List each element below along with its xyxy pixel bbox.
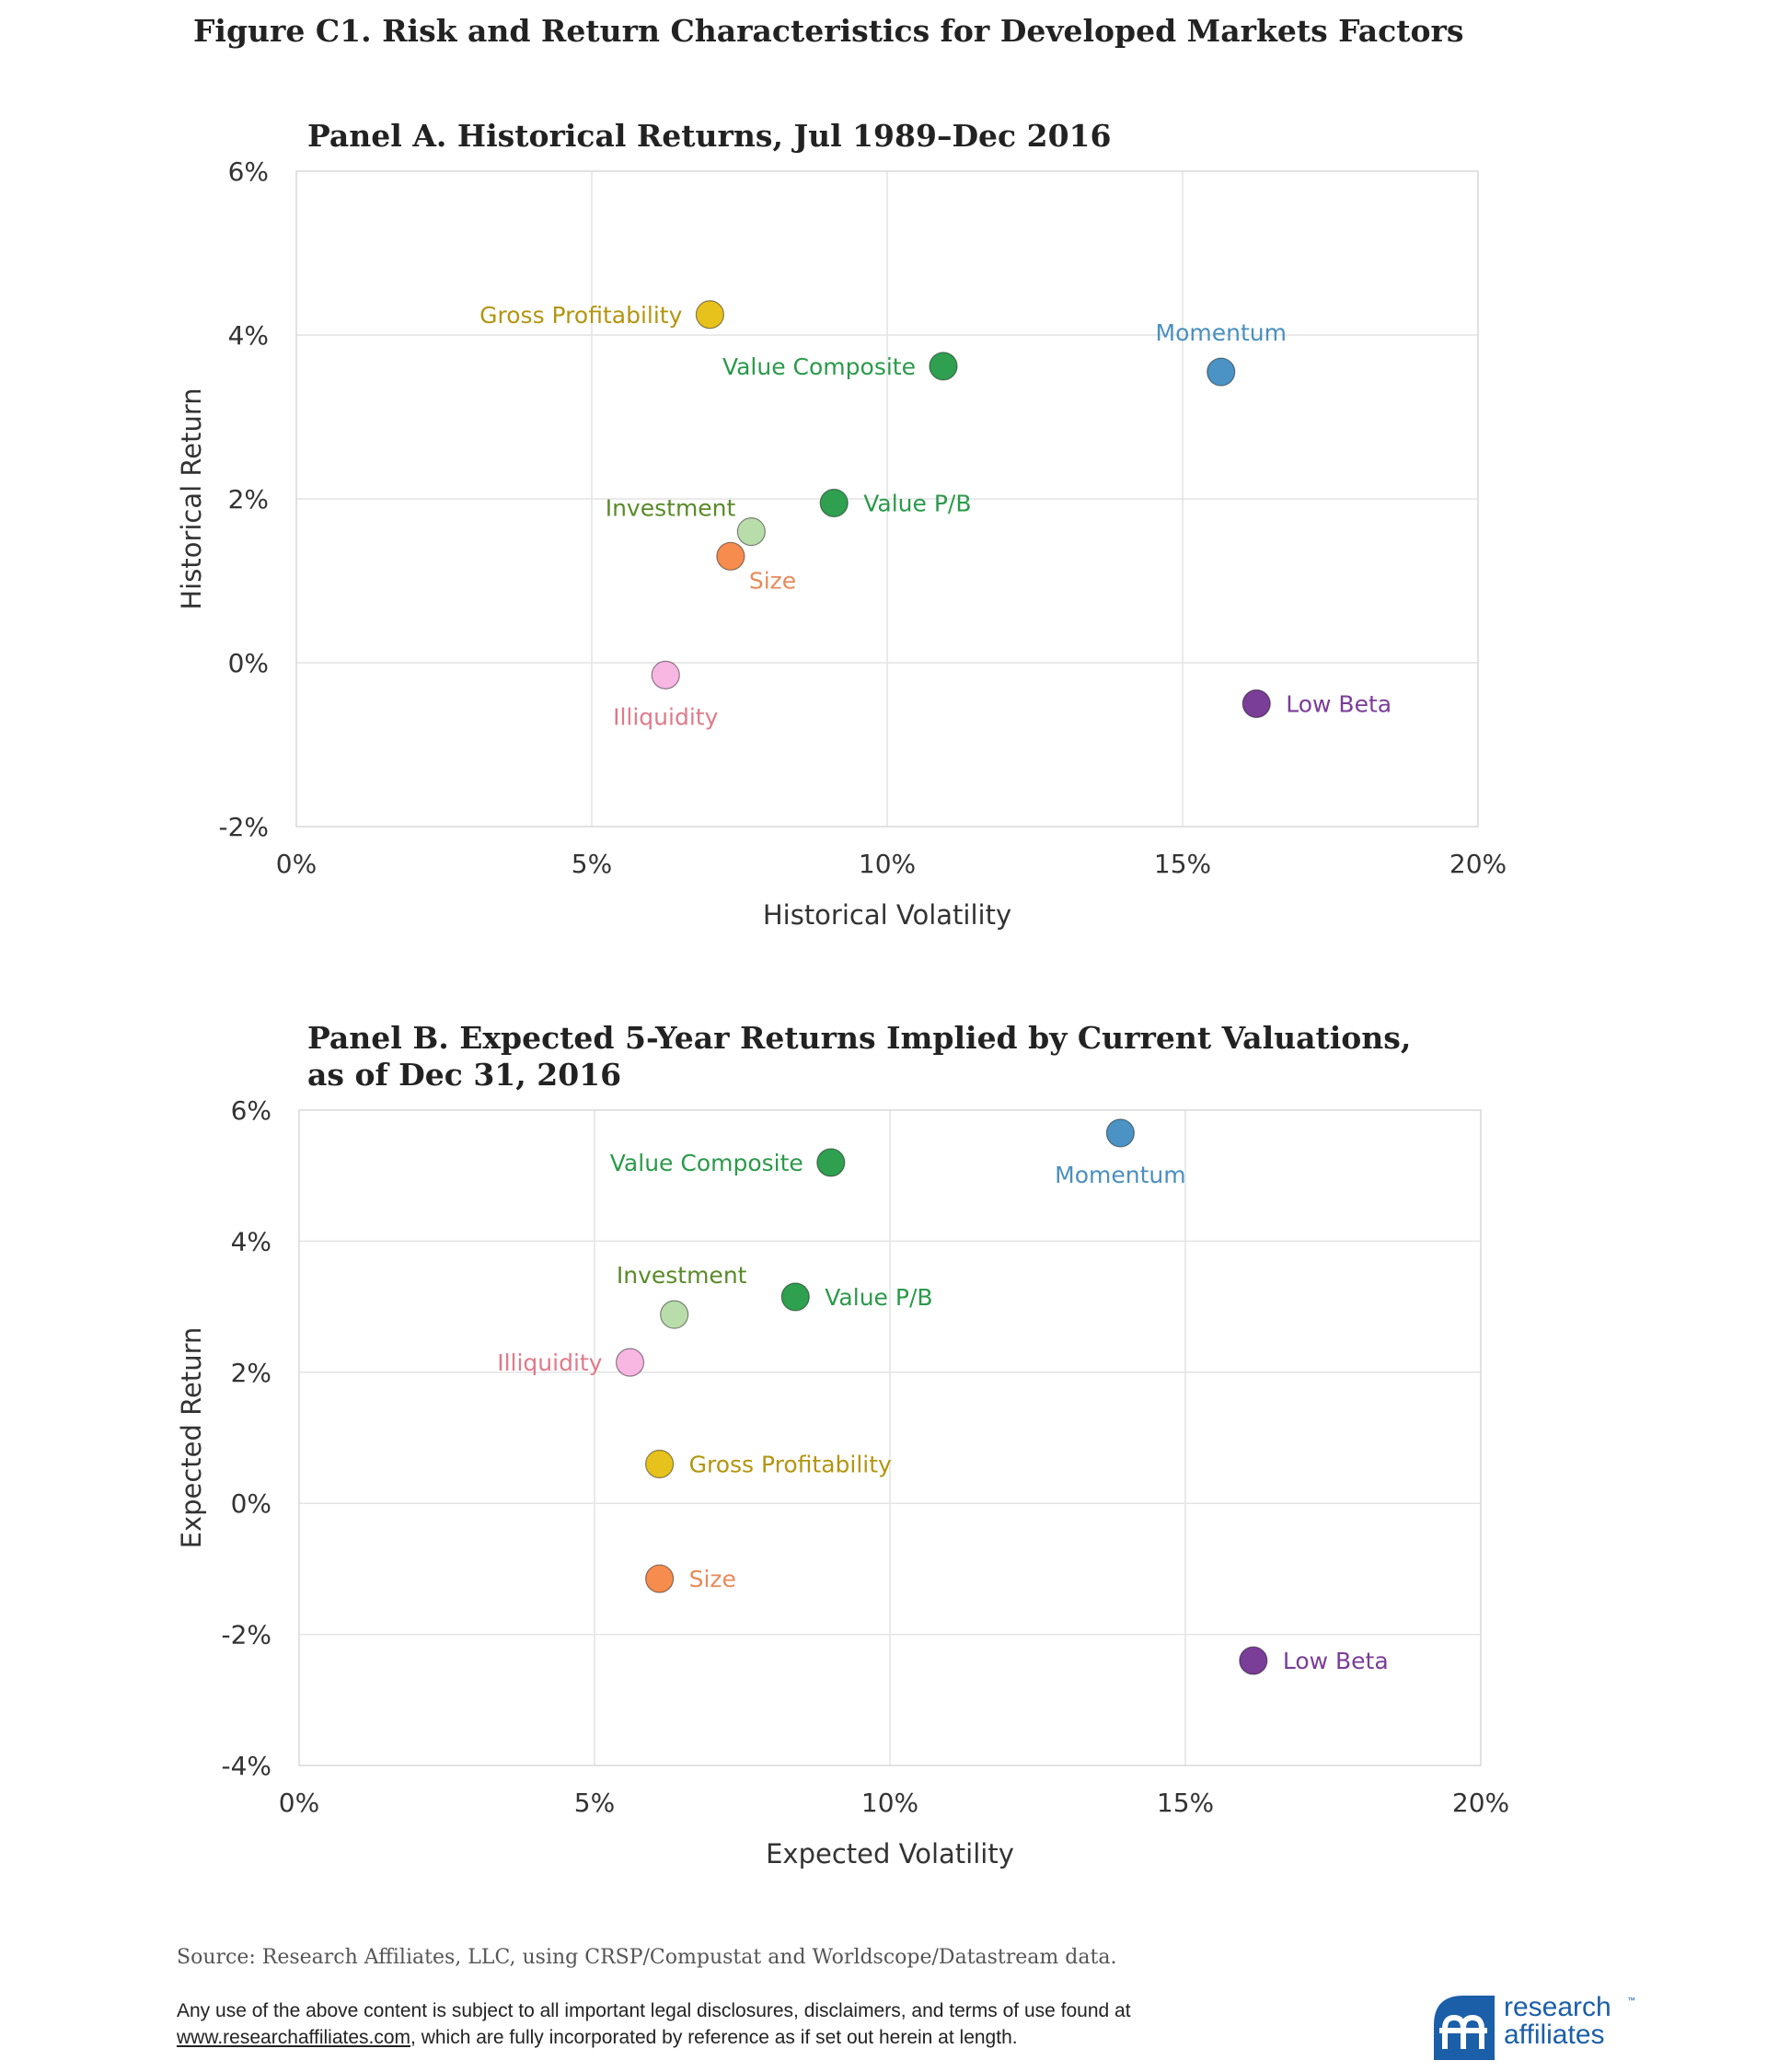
disclaimer: Any use of the above content is subject … (177, 1997, 1281, 2051)
panel-a-point-low-beta (1242, 689, 1271, 719)
panel-b-title-line-1: Panel B. Expected 5-Year Returns Implied… (307, 1020, 1412, 1056)
panel-b-ytick-label: -4% (221, 1751, 271, 1781)
panel-a-xtick-label: 15% (1154, 849, 1211, 879)
panel-b-y-axis-label: Expected Return (176, 1327, 207, 1549)
panel-b-ytick-label: -2% (221, 1620, 271, 1650)
panel-b-ytick-label: 4% (231, 1226, 271, 1256)
panel-a-xtick-label: 20% (1449, 849, 1507, 879)
panel-a-point-momentum (1207, 357, 1236, 387)
panel-a-ytick-label: -2% (218, 812, 269, 842)
panel-a-point-label-size: Size (749, 567, 796, 594)
panel-b-xtick-label: 20% (1452, 1788, 1509, 1818)
panel-b-xtick-label: 15% (1157, 1788, 1214, 1818)
panel-b-point-investment (660, 1300, 689, 1329)
panel-a-point-label-illiquidity: Illiquidity (613, 703, 718, 730)
panel-a-point-investment (736, 517, 766, 547)
panel-a-ytick-label: 4% (228, 320, 269, 351)
panel-a-xtick-label: 10% (859, 849, 916, 879)
panel-b-chart: 0% 5% 10% 15% 20% -4% -2% 0% 2% 4% 6% Expected Vola… (176, 1095, 1509, 1869)
panel-b-point-label-value-p-b: Value P/B (825, 1284, 932, 1311)
panel-a-title-line-1: Panel A. Historical Returns, Jul 1989–De… (307, 118, 1112, 154)
panel-b-point-gross-profitability (645, 1449, 675, 1479)
panel-a-title: Panel A. Historical Returns, Jul 1989–De… (307, 118, 1112, 155)
panel-b-point-size (645, 1564, 675, 1593)
disclaimer-line2: , which are fully incorporated by refere… (410, 2027, 1018, 2048)
panel-a-ytick-label: 6% (228, 156, 269, 187)
panel-a-point-label-investment: Investment (606, 495, 736, 522)
panel-b-x-axis-label: Expected Volatility (766, 1838, 1014, 1869)
panel-b-point-momentum (1105, 1118, 1135, 1148)
logo-line1: research (1504, 1992, 1611, 2022)
panel-a-plot-frame (295, 170, 1479, 828)
panel-b-plot-frame (298, 1109, 1482, 1766)
panel-b-ytick-label: 6% (231, 1095, 271, 1126)
logo-trademark: ™ (1627, 1996, 1635, 2005)
panel-a-xtick-label: 0% (276, 849, 317, 879)
panel-b-point-label-illiquidity: Illiquidity (497, 1349, 602, 1376)
panel-a-x-axis-label: Historical Volatility (763, 899, 1011, 931)
panel-a-point-gross-profitability (695, 300, 725, 330)
panel-a-point-label-value-p-b: Value P/B (863, 490, 971, 516)
panel-b-point-label-low-beta: Low Beta (1283, 1648, 1389, 1674)
panel-b-ytick-label: 2% (231, 1358, 271, 1388)
panel-a-chart: 0% 5% 10% 15% 20%-2%0%2%4%6%Historical Volat… (176, 156, 1507, 931)
panel-b-point-label-value-composite: Value Composite (610, 1150, 803, 1176)
panel-a-point-value-p-b (819, 488, 849, 518)
panel-b-point-label-gross-profitability: Gross Profitability (689, 1451, 892, 1477)
panel-b-point-illiquidity (615, 1348, 645, 1377)
panel-b-xtick-label: 10% (861, 1788, 918, 1818)
source-note: Source: Research Affiliates, LLC, using … (177, 1946, 1117, 1969)
panel-a-point-label-momentum: Momentum (1156, 319, 1287, 346)
logo-mark-icon (1434, 1996, 1495, 2060)
panel-b-xtick-label: 0% (279, 1788, 319, 1818)
research-affiliates-logo: research affiliates ™ (1432, 1994, 1635, 2060)
panel-b-point-value-composite (816, 1148, 846, 1177)
panel-a-point-label-gross-profitability: Gross Profitability (479, 302, 682, 329)
disclaimer-line1: Any use of the above content is subject … (177, 2000, 1131, 2021)
panel-a-point-size (716, 541, 745, 571)
panel-b-point-low-beta (1239, 1646, 1268, 1675)
panel-b-title: Panel B. Expected 5-Year Returns Implied… (307, 1020, 1411, 1094)
panel-a-point-label-low-beta: Low Beta (1286, 691, 1392, 718)
logo-wordmark: research affiliates (1504, 1994, 1611, 2049)
panel-a-ytick-label: 0% (228, 648, 269, 678)
website-link[interactable]: www.researchaffiliates.com (177, 2027, 411, 2048)
panel-b-point-value-p-b (780, 1282, 810, 1312)
panel-a-y-axis-label: Historical Return (176, 388, 207, 609)
panel-b-point-label-size: Size (689, 1566, 736, 1592)
panel-b-ytick-label: 0% (231, 1488, 271, 1519)
panel-b-title-line-2: as of Dec 31, 2016 (307, 1057, 622, 1093)
logo-line2: affiliates (1504, 2020, 1605, 2050)
figure-title: Figure C1. Risk and Return Characteristi… (193, 13, 1464, 49)
panel-b-point-label-momentum: Momentum (1055, 1162, 1185, 1188)
panel-b-xtick-label: 5% (574, 1788, 615, 1818)
panel-a-point-label-value-composite: Value Composite (722, 353, 916, 380)
panel-a-ytick-label: 2% (228, 484, 269, 515)
panel-a-point-value-composite (929, 352, 958, 381)
panel-b-point-label-investment: Investment (617, 1262, 747, 1289)
panel-a-point-illiquidity (651, 660, 680, 689)
panel-a-xtick-label: 5% (572, 849, 612, 879)
